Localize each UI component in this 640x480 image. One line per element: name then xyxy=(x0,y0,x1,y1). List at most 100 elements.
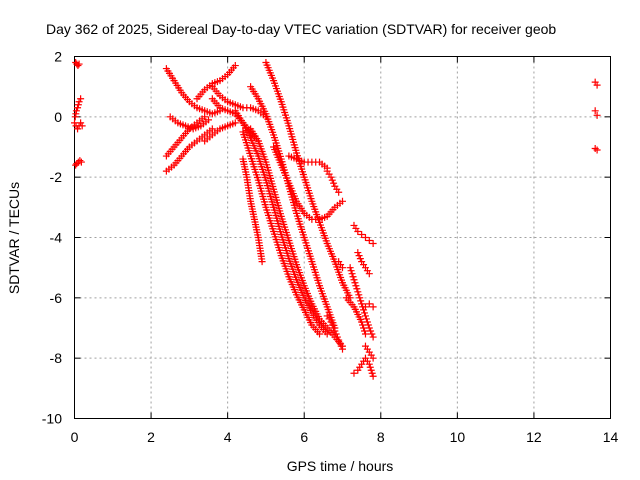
data-point xyxy=(352,282,360,290)
data-point xyxy=(593,146,601,154)
x-tick-label: 2 xyxy=(147,429,155,445)
data-point xyxy=(258,258,266,266)
data-point xyxy=(365,360,373,368)
data-point xyxy=(327,318,335,326)
data-point xyxy=(358,230,366,238)
data-point xyxy=(77,119,85,127)
y-tick-label: -4 xyxy=(50,230,63,246)
data-point xyxy=(593,81,601,89)
data-point xyxy=(356,255,364,263)
data-point xyxy=(231,62,239,70)
data-point xyxy=(355,252,363,260)
data-point xyxy=(74,101,82,109)
data-point xyxy=(335,336,343,344)
data-point xyxy=(77,95,85,103)
data-point xyxy=(593,111,601,119)
x-tick-label: 6 xyxy=(300,429,308,445)
data-point xyxy=(74,125,82,133)
y-tick-label: -10 xyxy=(42,411,62,427)
data-point xyxy=(76,157,84,165)
axis-ticks: 0 2 4 6 8 10 12 14 -10 -8 -6 -4 -2 0 2 xyxy=(42,49,619,446)
data-point xyxy=(74,104,82,112)
data-point xyxy=(361,312,369,320)
data-point xyxy=(354,227,362,235)
x-axis-label: GPS time / hours xyxy=(287,458,394,474)
data-points xyxy=(71,59,601,380)
y-tick-label: 2 xyxy=(54,49,62,65)
data-point xyxy=(369,240,377,248)
data-point xyxy=(339,345,346,353)
data-point xyxy=(367,366,375,374)
data-point xyxy=(201,113,209,121)
data-point xyxy=(75,98,83,106)
x-tick-label: 8 xyxy=(377,429,385,445)
data-point xyxy=(369,372,377,380)
data-point xyxy=(331,327,339,335)
data-point xyxy=(330,179,338,187)
data-point xyxy=(75,60,83,68)
data-point xyxy=(78,122,86,130)
data-point xyxy=(349,273,357,281)
data-point xyxy=(358,300,366,308)
x-tick-label: 14 xyxy=(603,429,619,445)
x-tick-label: 10 xyxy=(450,429,466,445)
data-point xyxy=(328,176,336,184)
data-point xyxy=(354,249,362,257)
data-point xyxy=(367,327,375,335)
data-point xyxy=(333,333,341,341)
data-point xyxy=(365,300,373,308)
chart-title: Day 362 of 2025, Sidereal Day-to-day VTE… xyxy=(46,21,556,37)
data-point xyxy=(357,297,365,305)
data-point xyxy=(72,107,80,115)
data-point xyxy=(73,160,81,168)
data-point xyxy=(369,333,377,341)
y-axis-label: SDTVAR / TECUs xyxy=(6,182,22,294)
data-point xyxy=(356,294,364,302)
y-tick-label: -8 xyxy=(50,350,63,366)
data-point xyxy=(369,354,377,362)
data-point xyxy=(361,234,369,241)
data-point xyxy=(353,285,361,293)
data-point xyxy=(339,197,346,205)
data-point xyxy=(362,315,370,323)
data-point xyxy=(365,270,373,278)
data-point xyxy=(350,276,358,284)
data-point xyxy=(360,324,368,332)
y-tick-label: -6 xyxy=(50,290,63,306)
data-point xyxy=(591,107,599,115)
data-point xyxy=(339,264,346,272)
data-point xyxy=(337,342,345,350)
data-point xyxy=(208,125,216,133)
y-tick-label: 0 xyxy=(54,109,62,125)
data-point xyxy=(368,330,376,338)
data-point xyxy=(330,324,338,332)
data-point xyxy=(205,116,212,124)
data-point xyxy=(346,264,354,272)
data-point xyxy=(335,188,343,196)
data-point xyxy=(74,62,82,70)
data-point xyxy=(323,330,331,338)
data-point xyxy=(71,119,78,127)
data-point xyxy=(350,369,358,377)
data-point xyxy=(77,158,85,166)
data-point xyxy=(351,279,359,287)
data-point xyxy=(359,321,367,329)
data-point xyxy=(328,321,336,329)
data-point xyxy=(354,288,362,296)
y-tick-label: -2 xyxy=(50,169,63,185)
data-point xyxy=(327,173,335,181)
x-tick-label: 0 xyxy=(71,429,79,445)
data-point xyxy=(369,303,377,311)
data-point xyxy=(361,330,369,338)
x-tick-label: 4 xyxy=(224,429,232,445)
data-point xyxy=(316,330,324,338)
data-point xyxy=(355,291,363,299)
data-point xyxy=(361,309,369,317)
x-tick-label: 12 xyxy=(526,429,542,445)
data-point xyxy=(366,363,374,371)
data-point xyxy=(368,369,376,377)
data-point xyxy=(231,119,239,127)
data-point xyxy=(348,270,356,278)
data-point xyxy=(336,339,344,347)
